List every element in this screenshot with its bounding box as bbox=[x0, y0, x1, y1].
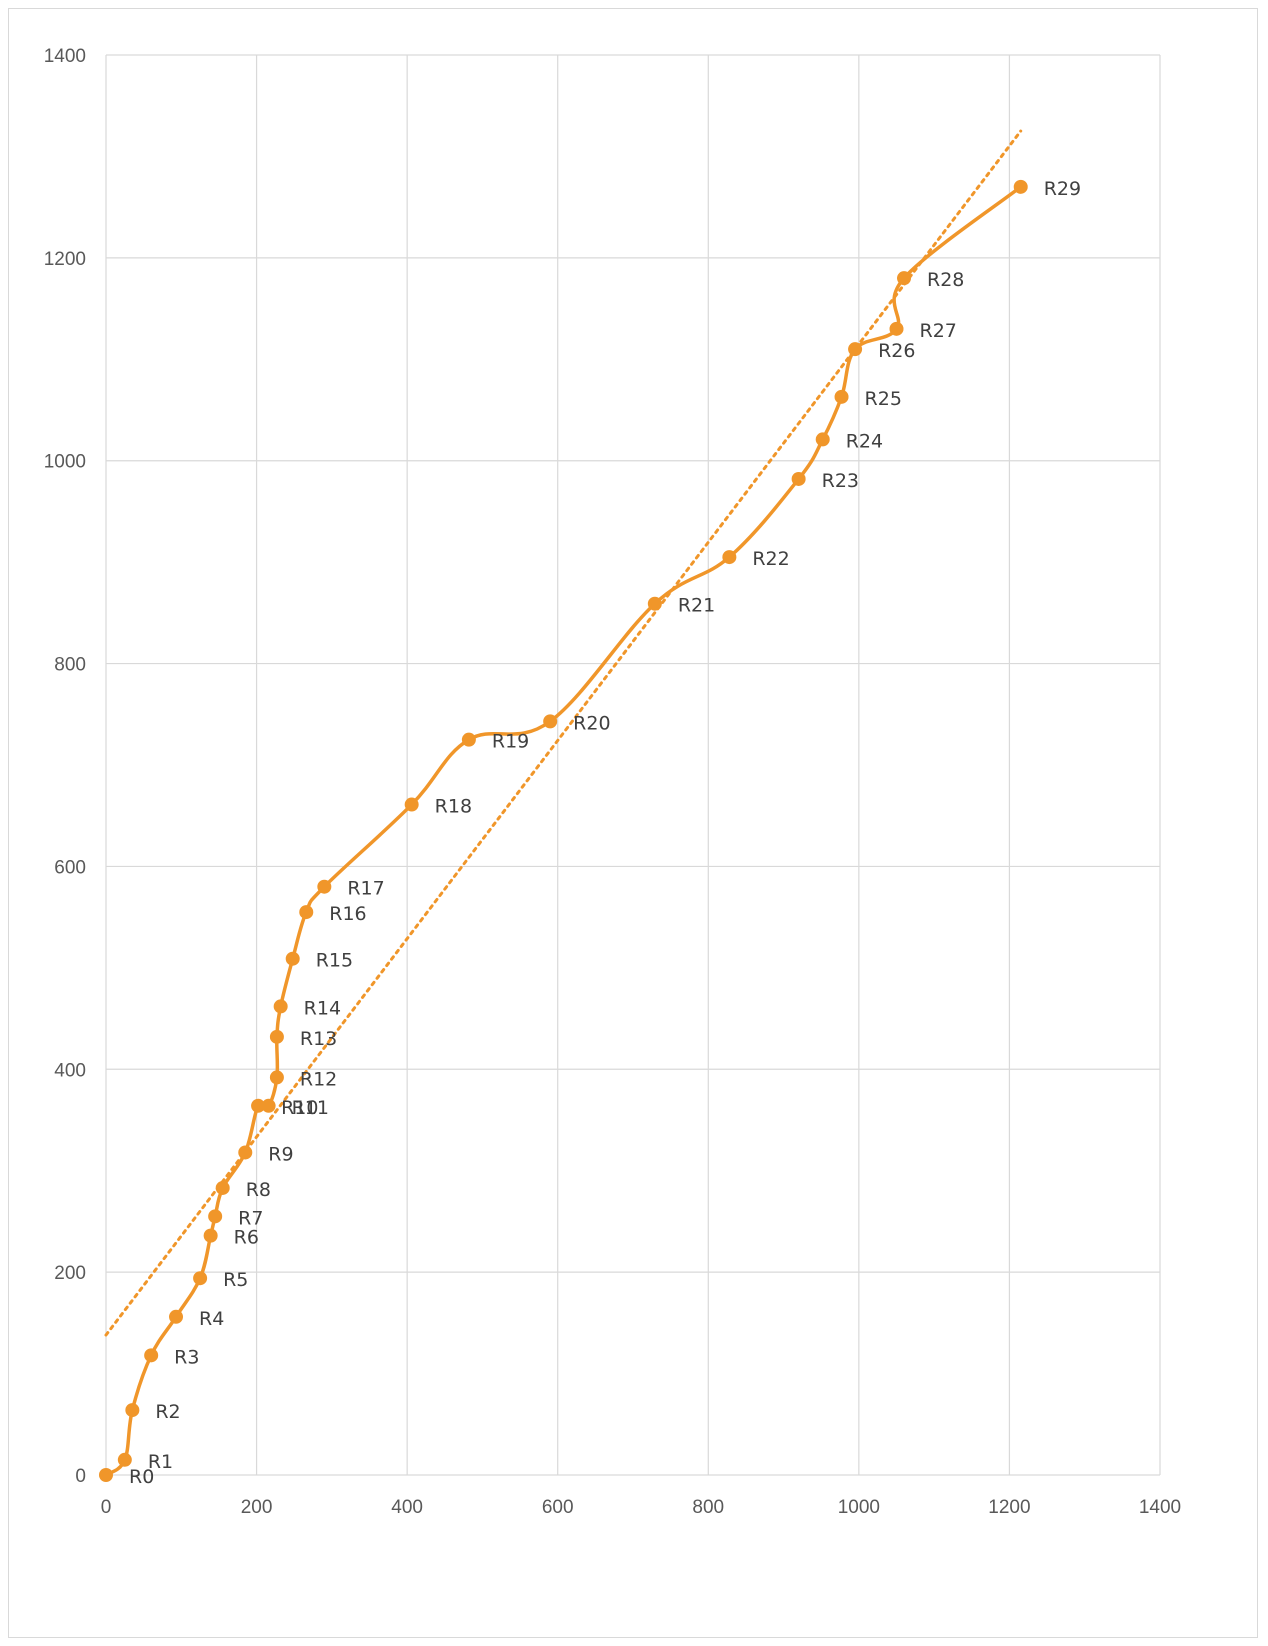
chart-frame bbox=[8, 8, 1258, 1638]
tick-labels: 0 200 400 600 800 1000 1200 1400 0 200 400 600 800 10… bbox=[44, 46, 1181, 1518]
point-R9 bbox=[238, 1145, 253, 1160]
point-label-R10: R10 bbox=[281, 1097, 318, 1119]
point-R10 bbox=[251, 1098, 266, 1113]
x-tick-label-1200: 1200 bbox=[988, 1497, 1030, 1518]
point-label-R16: R16 bbox=[329, 903, 366, 925]
trendline-layer bbox=[104, 129, 1023, 1337]
point-R8 bbox=[215, 1180, 230, 1195]
y-tick-label-0: 0 bbox=[75, 1466, 86, 1487]
point-label-R23: R23 bbox=[822, 470, 859, 492]
x-tick-label-0: 0 bbox=[101, 1497, 112, 1518]
y-tick-label-200: 200 bbox=[54, 1263, 86, 1284]
point-R12 bbox=[269, 1070, 284, 1085]
point-label-R0: R0 bbox=[129, 1466, 154, 1488]
x-tick-label-400: 400 bbox=[391, 1497, 423, 1518]
point-R4 bbox=[169, 1309, 184, 1324]
y-tick-label-1400: 1400 bbox=[44, 46, 86, 67]
point-label-R9: R9 bbox=[268, 1143, 293, 1165]
point-R16 bbox=[299, 905, 314, 920]
x-tick-label-200: 200 bbox=[241, 1497, 273, 1518]
point-label-R27: R27 bbox=[920, 320, 957, 342]
x-tick-label-1400: 1400 bbox=[1139, 1497, 1181, 1518]
point-label-R15: R15 bbox=[316, 950, 353, 972]
point-R5 bbox=[193, 1271, 208, 1286]
point-R1 bbox=[117, 1452, 132, 1467]
y-tick-label-1000: 1000 bbox=[44, 452, 86, 473]
point-R26 bbox=[848, 342, 863, 357]
point-R18 bbox=[404, 797, 419, 812]
point-label-R11: R11 bbox=[292, 1097, 329, 1119]
point-label-R22: R22 bbox=[752, 548, 789, 570]
point-R7 bbox=[208, 1209, 223, 1224]
y-tick-label-800: 800 bbox=[54, 655, 86, 676]
point-R23 bbox=[791, 471, 806, 486]
series-line-0 bbox=[104, 185, 1022, 1477]
point-R19 bbox=[461, 732, 476, 747]
point-R20 bbox=[543, 714, 558, 729]
gridlines bbox=[105, 54, 1161, 1476]
point-R0 bbox=[99, 1468, 113, 1482]
point-R3 bbox=[144, 1348, 159, 1363]
point-label-R6: R6 bbox=[234, 1227, 259, 1249]
y-tick-label-1200: 1200 bbox=[44, 249, 86, 270]
point-label-R8: R8 bbox=[246, 1179, 271, 1201]
point-label-R20: R20 bbox=[573, 712, 610, 734]
point-label-R26: R26 bbox=[878, 340, 915, 362]
point-R14 bbox=[273, 999, 288, 1014]
point-label-R28: R28 bbox=[927, 269, 964, 291]
point-label-R4: R4 bbox=[199, 1308, 224, 1330]
y-tick-label-400: 400 bbox=[54, 1060, 86, 1081]
point-R27 bbox=[889, 321, 904, 336]
point-R25 bbox=[834, 389, 849, 404]
point-label-R1: R1 bbox=[148, 1451, 173, 1473]
point-R17 bbox=[317, 879, 332, 894]
point-label-R7: R7 bbox=[238, 1207, 263, 1229]
series-layer bbox=[104, 185, 1022, 1477]
point-R22 bbox=[722, 550, 737, 565]
point-label-R5: R5 bbox=[223, 1269, 248, 1291]
point-label-R3: R3 bbox=[174, 1346, 199, 1368]
point-R6 bbox=[203, 1228, 218, 1243]
point-label-R21: R21 bbox=[678, 595, 715, 617]
point-R11 bbox=[261, 1098, 276, 1113]
point-label-R25: R25 bbox=[865, 388, 902, 410]
point-label-R2: R2 bbox=[155, 1401, 180, 1423]
point-R13 bbox=[269, 1029, 284, 1044]
point-R28 bbox=[897, 271, 912, 286]
point-label-R13: R13 bbox=[300, 1028, 337, 1050]
x-tick-label-1000: 1000 bbox=[838, 1497, 880, 1518]
x-tick-label-800: 800 bbox=[692, 1497, 724, 1518]
point-label-R18: R18 bbox=[435, 796, 472, 818]
point-R15 bbox=[285, 951, 300, 966]
point-label-R14: R14 bbox=[304, 997, 341, 1019]
point-layer bbox=[99, 179, 1028, 1482]
point-label-R24: R24 bbox=[846, 430, 883, 452]
point-R29 bbox=[1013, 179, 1028, 194]
point-label-R29: R29 bbox=[1044, 178, 1081, 200]
linear-trendline bbox=[104, 129, 1023, 1337]
point-R2 bbox=[125, 1403, 140, 1418]
point-label-R17: R17 bbox=[347, 878, 384, 900]
x-tick-label-600: 600 bbox=[542, 1497, 574, 1518]
point-label-R19: R19 bbox=[492, 731, 529, 753]
y-tick-label-600: 600 bbox=[54, 857, 86, 878]
point-R21 bbox=[647, 596, 662, 611]
point-label-R12: R12 bbox=[300, 1068, 337, 1090]
point-R24 bbox=[815, 432, 830, 447]
